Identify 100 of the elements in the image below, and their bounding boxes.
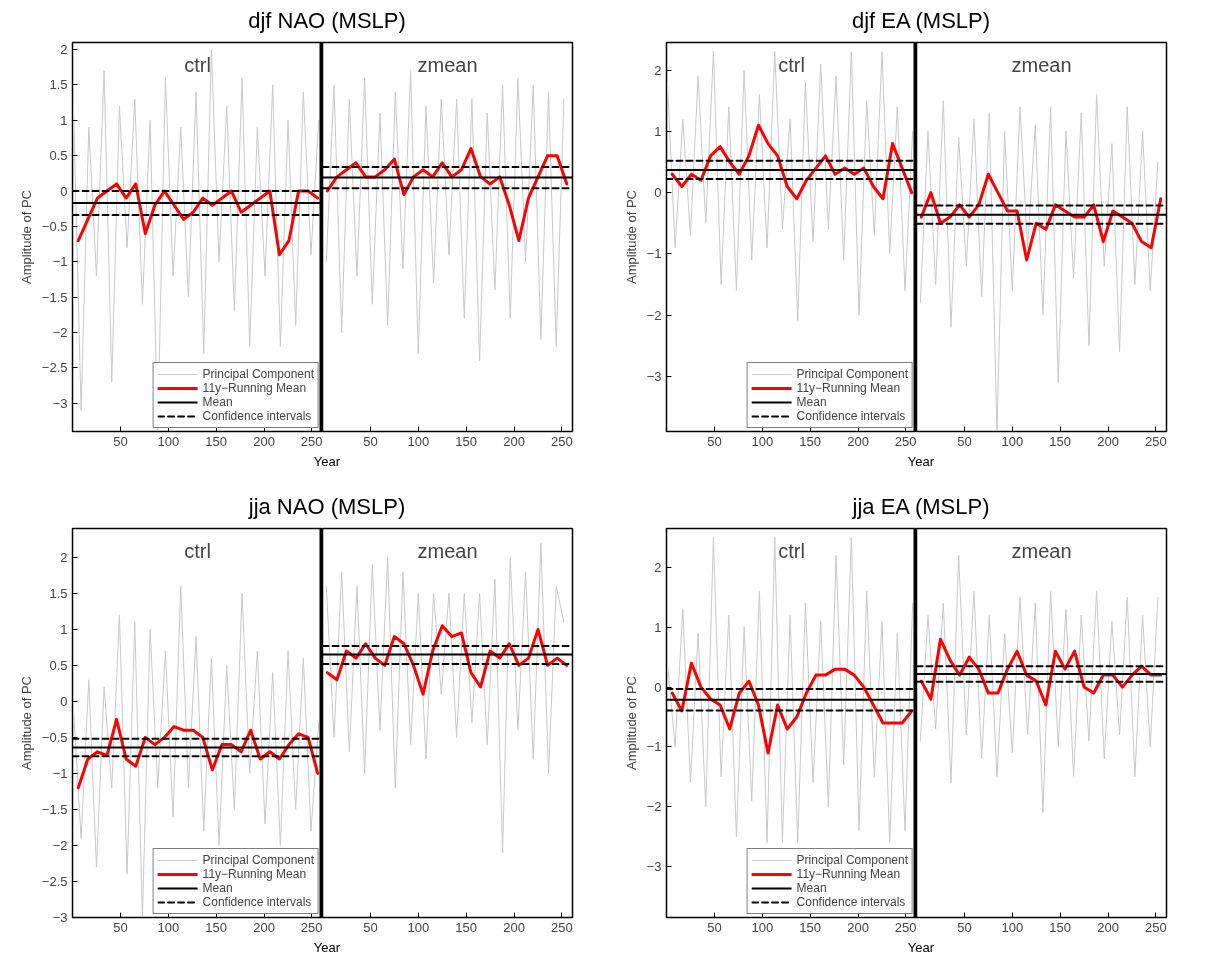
y-tick-label: 0 [654,185,662,201]
y-axis-title: Amplitude of PC [623,190,639,284]
x-tick-label: 100 [751,919,774,935]
x-tick-label: 200 [503,919,525,935]
y-tick-label: 1.5 [49,77,68,93]
y-tick-label: −2 [646,799,662,815]
legend-label: Mean [202,881,233,895]
annotation: ctrl [184,540,211,563]
annotation: zmean [417,540,478,563]
x-tick-label: 50 [707,919,722,935]
y-tick-label: 1 [60,621,68,637]
y-tick-label: 2 [60,42,68,58]
x-tick-label: 50 [363,433,378,449]
x-tick-label: 200 [1097,433,1119,449]
y-tick-label: −0.5 [41,729,68,745]
annotation: ctrl [778,540,805,563]
x-tick-label: 100 [157,433,180,449]
y-tick-label: 0 [654,679,662,695]
x-tick-label: 100 [751,433,774,449]
y-axis-title: Amplitude of PC [18,676,34,770]
x-tick-label: 150 [1049,919,1072,935]
legend-label: 11y−Running Mean [202,867,307,881]
y-tick-label: 0 [60,183,68,199]
x-axis-title: Year [313,453,341,471]
y-tick-label: −2 [646,307,662,323]
legend-label: Confidence intervals [202,895,312,909]
legend-label: 11y−Running Mean [796,381,901,395]
y-tick-label: 2 [654,62,662,78]
x-tick-label: 100 [407,919,430,935]
y-tick-label: −1.5 [41,289,68,305]
y-tick-label: 2 [654,559,662,575]
y-tick-label: −2 [52,324,68,340]
legend-label: Principal Component [202,367,314,381]
legend-label: Confidence intervals [796,895,906,909]
x-tick-label: 250 [551,919,573,935]
y-tick-label: −1 [646,739,662,755]
x-tick-label: 50 [957,919,972,935]
x-tick-label: 250 [894,919,917,935]
y-tick-label: 2 [60,549,68,565]
y-tick-label: 0.5 [49,148,68,164]
y-tick-label: 0 [60,693,68,709]
y-tick-label: 1 [654,619,662,635]
legend-label: Confidence intervals [202,409,312,423]
x-tick-label: 200 [253,919,275,935]
x-tick-label: 150 [455,919,478,935]
legend-label: 11y−Running Mean [796,867,901,881]
y-tick-label: −1 [52,765,68,781]
y-tick-label: −3 [52,395,68,411]
y-tick-label: −2.5 [41,360,68,376]
annotation: zmean [417,54,478,77]
x-tick-label: 100 [407,433,430,449]
x-tick-label: 100 [157,919,180,935]
x-tick-label: 200 [847,919,869,935]
x-axis-title: Year [907,453,935,471]
x-tick-label: 150 [1049,433,1072,449]
legend-label: 11y−Running Mean [202,381,307,395]
line-series [666,51,914,322]
legend-label: Mean [796,395,827,409]
y-axis-title: Amplitude of PC [623,676,639,770]
x-tick-label: 150 [205,919,228,935]
x-tick-label: 200 [1097,919,1119,935]
x-tick-label: 250 [1145,433,1167,449]
x-tick-label: 250 [894,433,917,449]
y-tick-label: 0.5 [49,657,68,673]
y-tick-label: 1.5 [49,585,68,601]
x-tick-label: 100 [1001,919,1024,935]
x-tick-label: 250 [1145,919,1167,935]
y-tick-label: −2 [52,837,68,853]
chart-title: djf NAO (MSLP) [248,7,406,35]
annotation: zmean [1011,540,1072,563]
legend-label: Confidence intervals [796,409,906,423]
y-tick-label: −1.5 [41,801,68,817]
chart-title: jja EA (MSLP) [852,493,990,521]
x-tick-label: 200 [503,433,525,449]
x-tick-label: 50 [363,919,378,935]
x-axis-title: Year [907,939,935,957]
annotation: ctrl [778,54,805,77]
x-tick-label: 150 [799,433,822,449]
legend-label: Mean [796,881,827,895]
x-tick-label: 150 [455,433,478,449]
chart-title: jja NAO (MSLP) [248,493,406,521]
y-tick-label: −3 [646,368,662,384]
y-tick-label: 1 [60,112,68,128]
line-series [670,661,914,755]
legend-label: Mean [202,395,233,409]
x-tick-label: 200 [253,433,275,449]
y-tick-label: −2.5 [41,873,68,889]
legend-label: Principal Component [796,853,908,867]
chart-title: djf EA (MSLP) [851,7,991,35]
legend-label: Principal Component [202,853,314,867]
x-tick-label: 100 [1001,433,1024,449]
x-axis-title: Year [313,939,341,957]
y-tick-label: −3 [52,910,68,925]
x-tick-label: 50 [113,433,128,449]
x-tick-label: 250 [551,433,573,449]
x-tick-label: 150 [205,433,228,449]
x-tick-label: 250 [300,919,323,935]
line-series [666,536,914,844]
annotation: zmean [1011,54,1072,77]
x-tick-label: 50 [113,919,128,935]
